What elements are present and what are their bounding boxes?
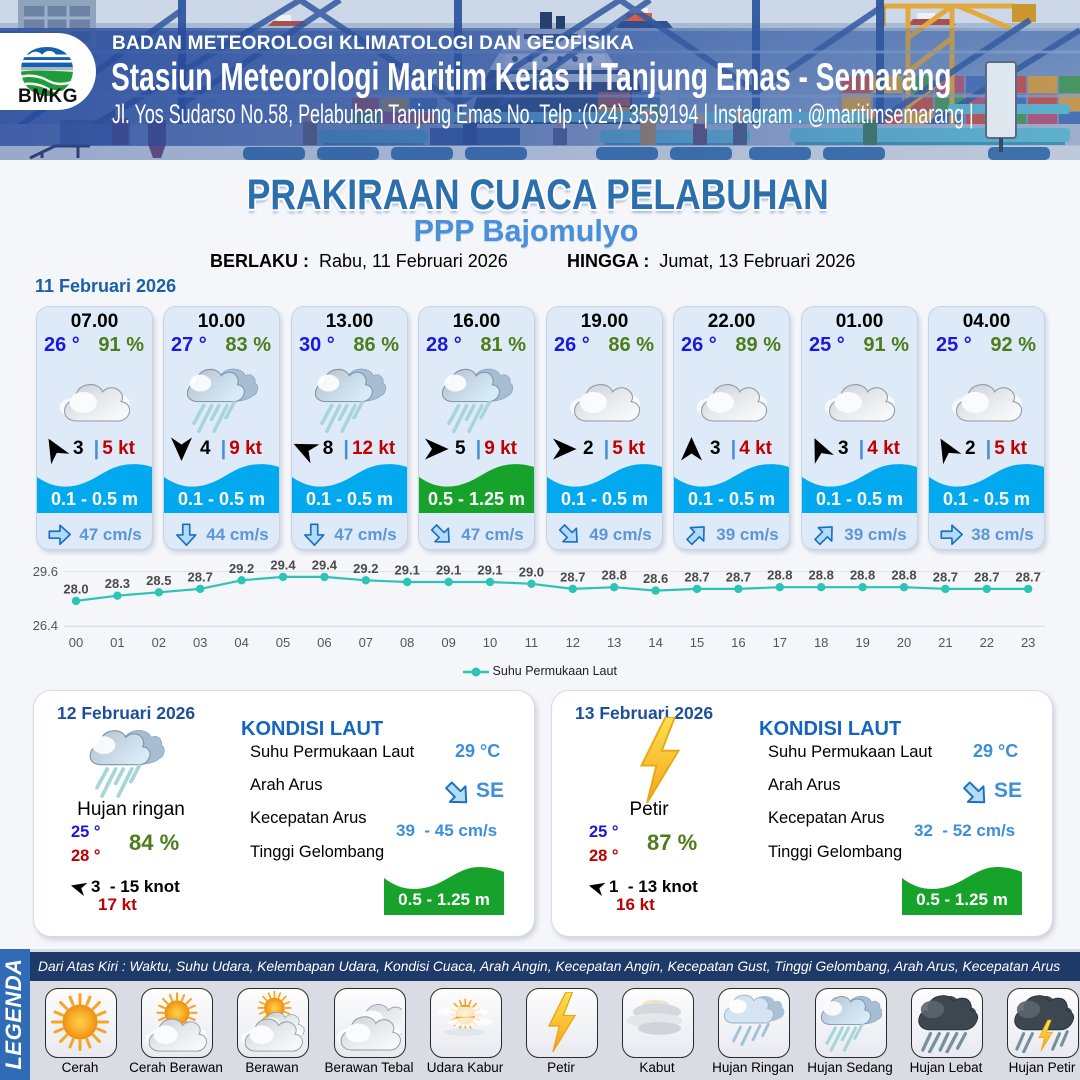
svg-text:29.0: 29.0 bbox=[519, 564, 544, 579]
svg-text:19: 19 bbox=[855, 635, 869, 650]
svg-text:28.6: 28.6 bbox=[643, 571, 668, 586]
svg-text:28.7: 28.7 bbox=[974, 569, 999, 584]
svg-text:28.8: 28.8 bbox=[850, 568, 875, 583]
svg-text:08: 08 bbox=[400, 635, 414, 650]
svg-text:28.7: 28.7 bbox=[1016, 569, 1041, 584]
svg-text:28.7: 28.7 bbox=[188, 569, 213, 584]
svg-text:23: 23 bbox=[1021, 635, 1035, 650]
svg-text:17: 17 bbox=[773, 635, 787, 650]
svg-text:28.7: 28.7 bbox=[933, 569, 958, 584]
svg-text:29.2: 29.2 bbox=[353, 561, 378, 576]
svg-text:28.8: 28.8 bbox=[809, 568, 834, 583]
svg-text:14: 14 bbox=[648, 635, 662, 650]
svg-text:29.2: 29.2 bbox=[229, 561, 254, 576]
svg-text:02: 02 bbox=[152, 635, 166, 650]
svg-text:18: 18 bbox=[814, 635, 828, 650]
svg-text:04: 04 bbox=[234, 635, 248, 650]
svg-text:09: 09 bbox=[441, 635, 455, 650]
svg-text:10: 10 bbox=[483, 635, 497, 650]
svg-text:13: 13 bbox=[607, 635, 621, 650]
svg-text:07: 07 bbox=[359, 635, 373, 650]
svg-text:29.4: 29.4 bbox=[312, 560, 338, 572]
svg-text:26.4: 26.4 bbox=[33, 618, 58, 633]
svg-text:05: 05 bbox=[276, 635, 290, 650]
svg-text:29.6: 29.6 bbox=[33, 564, 58, 579]
svg-text:28.8: 28.8 bbox=[767, 568, 792, 583]
svg-text:06: 06 bbox=[317, 635, 331, 650]
svg-text:22: 22 bbox=[980, 635, 994, 650]
svg-text:28.5: 28.5 bbox=[146, 573, 171, 588]
svg-text:28.8: 28.8 bbox=[891, 568, 916, 583]
svg-text:28.8: 28.8 bbox=[602, 568, 627, 583]
svg-text:00: 00 bbox=[69, 635, 83, 650]
svg-text:29.1: 29.1 bbox=[395, 563, 420, 578]
svg-text:12: 12 bbox=[566, 635, 580, 650]
svg-text:28.3: 28.3 bbox=[105, 576, 130, 591]
svg-text:29.1: 29.1 bbox=[477, 563, 502, 578]
svg-text:29.4: 29.4 bbox=[270, 560, 296, 572]
svg-text:28.7: 28.7 bbox=[726, 569, 751, 584]
svg-text:29.1: 29.1 bbox=[436, 563, 461, 578]
svg-text:16: 16 bbox=[731, 635, 745, 650]
svg-text:03: 03 bbox=[193, 635, 207, 650]
svg-text:28.7: 28.7 bbox=[684, 569, 709, 584]
svg-text:15: 15 bbox=[690, 635, 704, 650]
svg-text:28.0: 28.0 bbox=[63, 581, 88, 596]
svg-text:11: 11 bbox=[525, 635, 539, 650]
svg-text:28.7: 28.7 bbox=[560, 569, 585, 584]
svg-text:20: 20 bbox=[897, 635, 911, 650]
svg-text:21: 21 bbox=[938, 635, 952, 650]
svg-text:01: 01 bbox=[110, 635, 124, 650]
